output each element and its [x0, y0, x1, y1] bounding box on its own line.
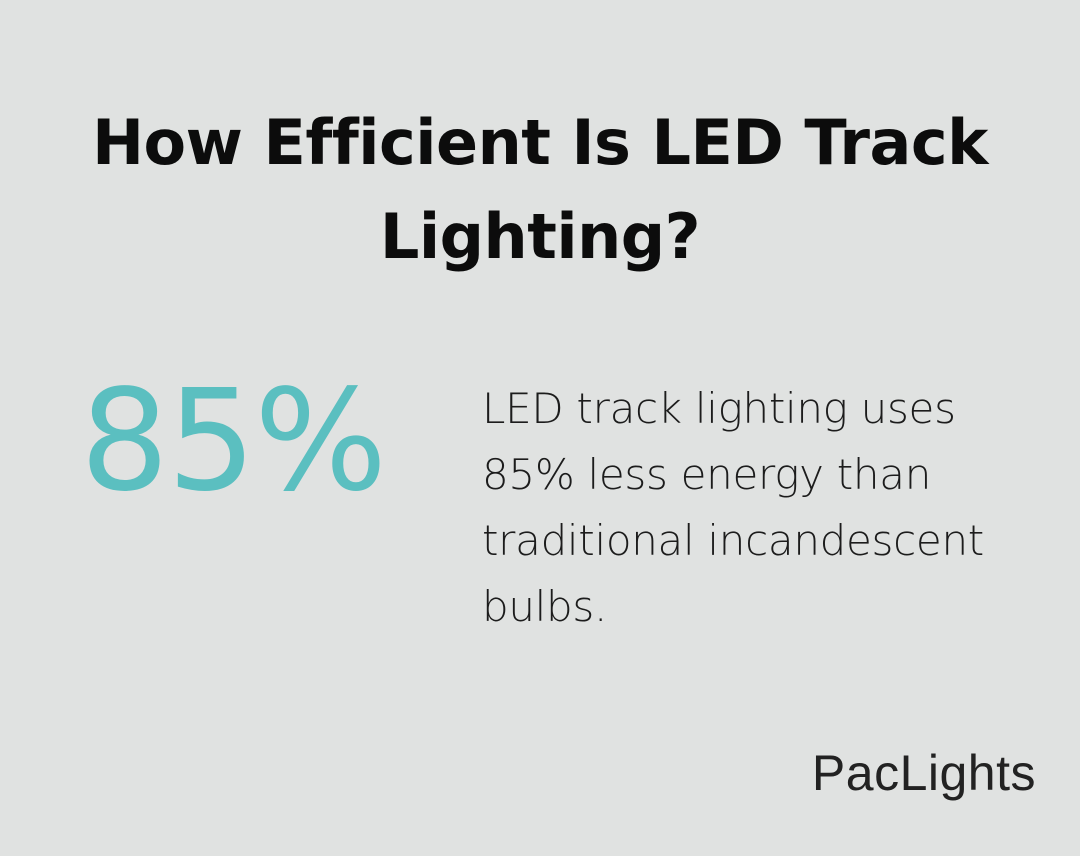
page-title: How Efficient Is LED Track Lighting?	[92, 106, 988, 273]
stat-description: LED track lighting uses 85% less energy …	[482, 384, 984, 631]
brand-logo: PacLights	[811, 745, 1036, 801]
stat-percentage: 85%	[80, 360, 387, 523]
